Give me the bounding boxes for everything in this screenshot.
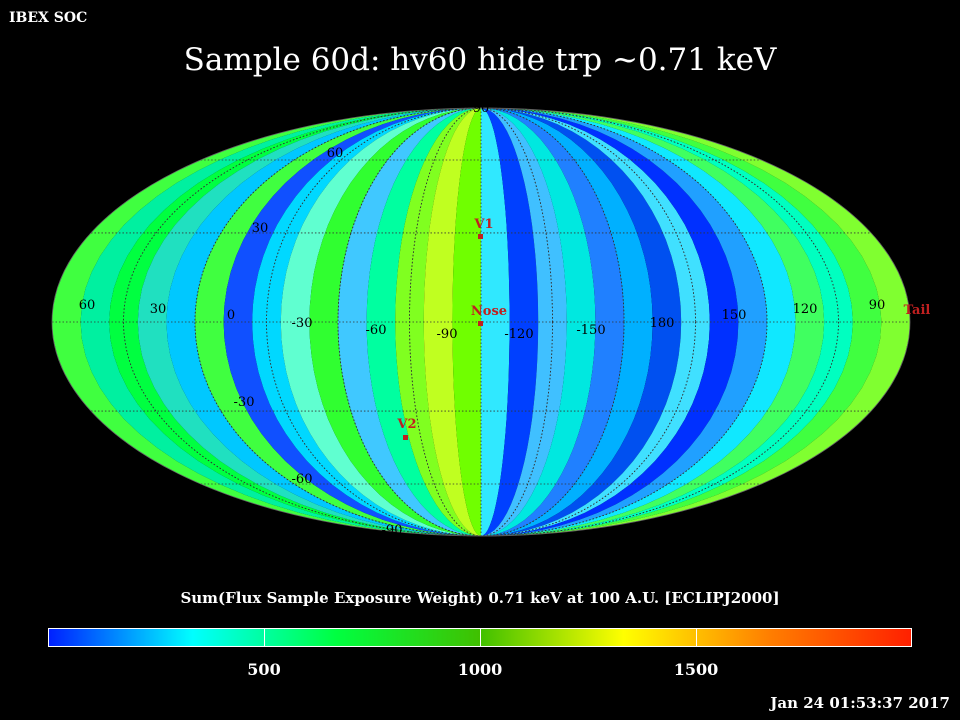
flux-strip xyxy=(452,108,481,536)
lon-label: 120 xyxy=(793,302,818,317)
colorbar-tick xyxy=(696,629,697,646)
lon-label: 60 xyxy=(79,298,96,313)
flux-strip xyxy=(481,108,567,536)
colorbar-tick-label: 1500 xyxy=(673,660,719,679)
lat-label: -60 xyxy=(292,472,313,487)
lat-label: -90 xyxy=(382,523,403,538)
flux-strip xyxy=(481,108,539,536)
timestamp: Jan 24 01:53:37 2017 xyxy=(770,694,950,712)
brand-label: IBEX SOC xyxy=(9,10,88,26)
lon-label: 0 xyxy=(227,308,235,323)
lat-label: 60 xyxy=(327,146,344,161)
lat-label: -30 xyxy=(234,395,255,410)
lon-label: -30 xyxy=(292,316,313,331)
flux-strip xyxy=(481,108,596,536)
flux-strip xyxy=(280,108,481,536)
lon-label: -150 xyxy=(576,323,605,338)
flux-strip xyxy=(366,108,481,536)
lon-label: 90 xyxy=(869,298,886,313)
flux-strip xyxy=(481,108,653,536)
marker-v2: V2 xyxy=(396,417,417,440)
lat-label: 90 xyxy=(473,101,490,116)
svg-text:V2: V2 xyxy=(396,417,416,432)
flux-strip xyxy=(338,108,481,536)
flux-strip xyxy=(395,108,481,536)
marker-nose: Nose xyxy=(471,304,507,326)
lon-label: -60 xyxy=(366,323,387,338)
svg-text:Tail: Tail xyxy=(904,303,931,318)
page-title: Sample 60d: hv60 hide trp ~0.71 keV xyxy=(183,42,777,78)
colorbar-tick-label: 500 xyxy=(247,660,281,679)
flux-strip xyxy=(309,108,481,536)
sky-map: 60 30 0 -30 -60 -90 -120 -150 180 150 12… xyxy=(51,101,931,538)
flux-strip xyxy=(481,108,682,536)
lat-label: 30 xyxy=(252,221,269,236)
colorbar-tick xyxy=(480,629,481,646)
colorbar-tick xyxy=(264,629,265,646)
svg-text:Nose: Nose xyxy=(471,304,507,319)
flux-strip xyxy=(481,108,624,536)
colorbar-title: Sum(Flux Sample Exposure Weight) 0.71 ke… xyxy=(180,589,780,607)
marker-v1: V1 xyxy=(473,217,494,239)
lon-label: 150 xyxy=(722,308,747,323)
colorbar xyxy=(48,628,912,647)
lon-label: 180 xyxy=(650,316,675,331)
marker-tail: Tail xyxy=(904,303,931,318)
lon-label: -90 xyxy=(437,327,458,342)
svg-text:V1: V1 xyxy=(473,217,493,232)
colorbar-tick-label: 1000 xyxy=(457,660,503,679)
flux-strips xyxy=(52,108,910,536)
flux-strip xyxy=(481,108,510,536)
lon-label: 30 xyxy=(150,302,167,317)
lon-label: -120 xyxy=(504,327,533,342)
